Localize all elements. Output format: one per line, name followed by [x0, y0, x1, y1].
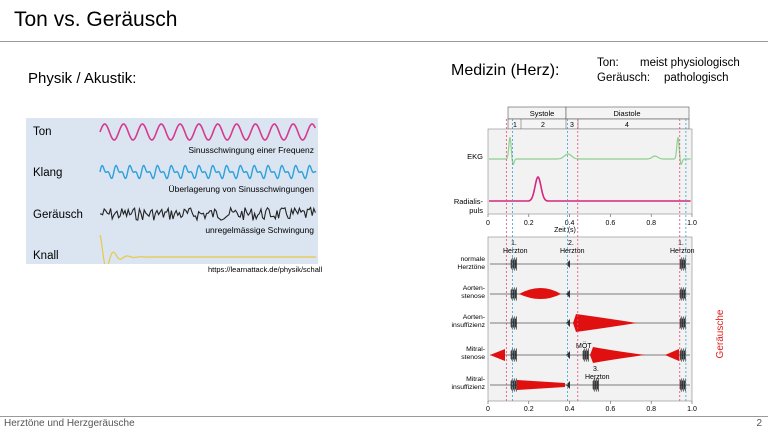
top-axis-tick-label: 0.6: [606, 220, 616, 227]
bottom-axis-tick-label: 0.2: [524, 406, 534, 413]
geraeusch-caption: unregelmässige Schwingung: [205, 225, 314, 235]
time-axis-label: Zeit (s): [554, 227, 576, 234]
timing-guide-lines: [505, 119, 687, 401]
mitral-stenosis-presystolic-murmur: [490, 349, 505, 361]
row-label-ton: Ton: [33, 126, 52, 138]
slide-title: Ton vs. Geräusch: [14, 8, 178, 31]
herzton-3-label: Herzton: [670, 248, 695, 255]
radialis-pulse-trace: [489, 175, 691, 202]
second-tone-mark: [566, 351, 570, 359]
ton-waveform: [99, 123, 316, 141]
row-label-normal-1: normale: [460, 256, 485, 263]
murmur-rows: [490, 257, 690, 392]
row-label-knall: Knall: [33, 250, 59, 262]
third-tone-num: 3.: [593, 366, 599, 373]
systole-label: Systole: [530, 109, 555, 118]
ekg-plot-area: [487, 128, 693, 215]
geraeusch-key: Geräusch:: [597, 72, 651, 84]
second-tone-mark: [566, 260, 570, 268]
geraeusch-waveform: [99, 205, 316, 222]
mitral-stenosis-diastolic-murmur: [590, 347, 645, 363]
second-tone-mark: [566, 290, 570, 298]
radialis-label-2: puls: [469, 206, 483, 215]
medicine-heading: Medizin (Herz):: [451, 62, 560, 79]
ton-value: meist physiologisch: [640, 57, 740, 69]
second-tone-mark: [566, 381, 570, 389]
phase-number-1: 1: [513, 122, 517, 129]
bottom-axis-tick-label: 0: [486, 406, 490, 413]
bottom-axis-tick-label: 0.6: [606, 406, 616, 413]
row-label-klang: Klang: [33, 167, 62, 179]
geraeusche-text: Geräusche: [715, 309, 726, 358]
geraeusche-vertical-label: Geräusche: [715, 309, 726, 358]
ton-note: Ton: meist physiologisch: [597, 56, 740, 70]
bottom-axis-tick-label: 1.0: [687, 406, 697, 413]
aortic-stenosis-murmur: [519, 288, 561, 299]
herzton-3-num: 1.: [678, 240, 684, 247]
physics-heading: Physik / Akustik:: [28, 70, 137, 87]
row-label-normal-2: Herztöne: [457, 264, 485, 271]
herzton-1-num: 1.: [511, 240, 517, 247]
diastole-label: Diastole: [613, 109, 640, 118]
mitral-stenosis-presystolic-murmur: [665, 349, 679, 361]
row-label-aorteninsuffizienz-2: insuffizienz: [452, 322, 486, 329]
phase-number-3: 3: [570, 122, 574, 129]
top-axis-tick-label: 0: [486, 220, 490, 227]
ton-caption: Sinusschwingung einer Frequenz: [188, 145, 314, 155]
heart-sound-figure: Systole Diastole 1 2 3 4 EKG Radialis- p…: [452, 106, 697, 413]
row-label-mitralstenose-1: Mitral-: [466, 346, 485, 353]
geraeusch-note: Geräusch: pathologisch: [597, 71, 729, 85]
row-label-mitralinsuffizienz-2: insuffizienz: [452, 384, 486, 391]
herzton-2-label: Herzton: [560, 248, 585, 255]
footer-divider: [0, 416, 768, 417]
footer-text: Herztöne und Herzgeräusche: [4, 418, 135, 429]
acoustics-waveforms: Ton Sinusschwingung einer Frequenz Klang…: [33, 123, 317, 264]
row-label-mitralstenose-2: stenose: [461, 354, 485, 361]
third-tone-label: Herzton: [585, 374, 610, 381]
page-number: 2: [756, 418, 762, 429]
radialis-label-1: Radialis-: [454, 197, 484, 206]
title-divider: [0, 41, 768, 42]
herzton-2-num: 2.: [568, 240, 574, 247]
ton-key: Ton:: [597, 57, 619, 69]
ekg-label: EKG: [467, 152, 483, 161]
row-label-aorteninsuffizienz-1: Aorten-: [463, 314, 485, 321]
row-label-geraeusch: Geräusch: [33, 209, 83, 221]
top-axis-tick-label: 0.8: [646, 220, 656, 227]
acoustics-panel: [26, 118, 318, 264]
aortic-regurgitation-murmur: [573, 314, 637, 332]
phase-number-strip: [507, 118, 690, 130]
source-credit: https://learnattack.de/physik/schall: [208, 265, 323, 274]
row-label-aortenstenose-2: stenose: [461, 293, 485, 300]
top-axis-tick-label: 1.0: [687, 220, 697, 227]
mitral-regurgitation-murmur: [517, 380, 565, 390]
knall-waveform: [99, 234, 316, 264]
row-label-aortenstenose-1: Aorten-: [463, 285, 485, 292]
bottom-axis-tick-label: 0.4: [565, 406, 575, 413]
ekg-trace: [489, 136, 691, 166]
geraeusch-value: pathologisch: [664, 72, 729, 84]
bottom-time-axis: 0 0.2 0.4 0.6 0.8 1.0: [486, 401, 697, 413]
top-time-axis: 0 0.2 0.4 0.6 0.8 1.0: [486, 214, 697, 227]
klang-caption: Überlagerung von Sinusschwingungen: [168, 184, 314, 194]
top-axis-tick-label: 0.2: [524, 220, 534, 227]
herzton-1-label: Herzton: [503, 248, 528, 255]
row-label-mitralinsuffizienz-1: Mitral-: [466, 376, 485, 383]
mot-label: MÖT: [576, 342, 592, 350]
top-axis-tick-label: 0.4: [565, 220, 575, 227]
phase-number-4: 4: [625, 122, 629, 129]
bottom-axis-tick-label: 0.8: [646, 406, 656, 413]
phase-number-2: 2: [541, 122, 545, 129]
klang-waveform: [99, 164, 317, 180]
second-tone-mark: [566, 319, 570, 327]
